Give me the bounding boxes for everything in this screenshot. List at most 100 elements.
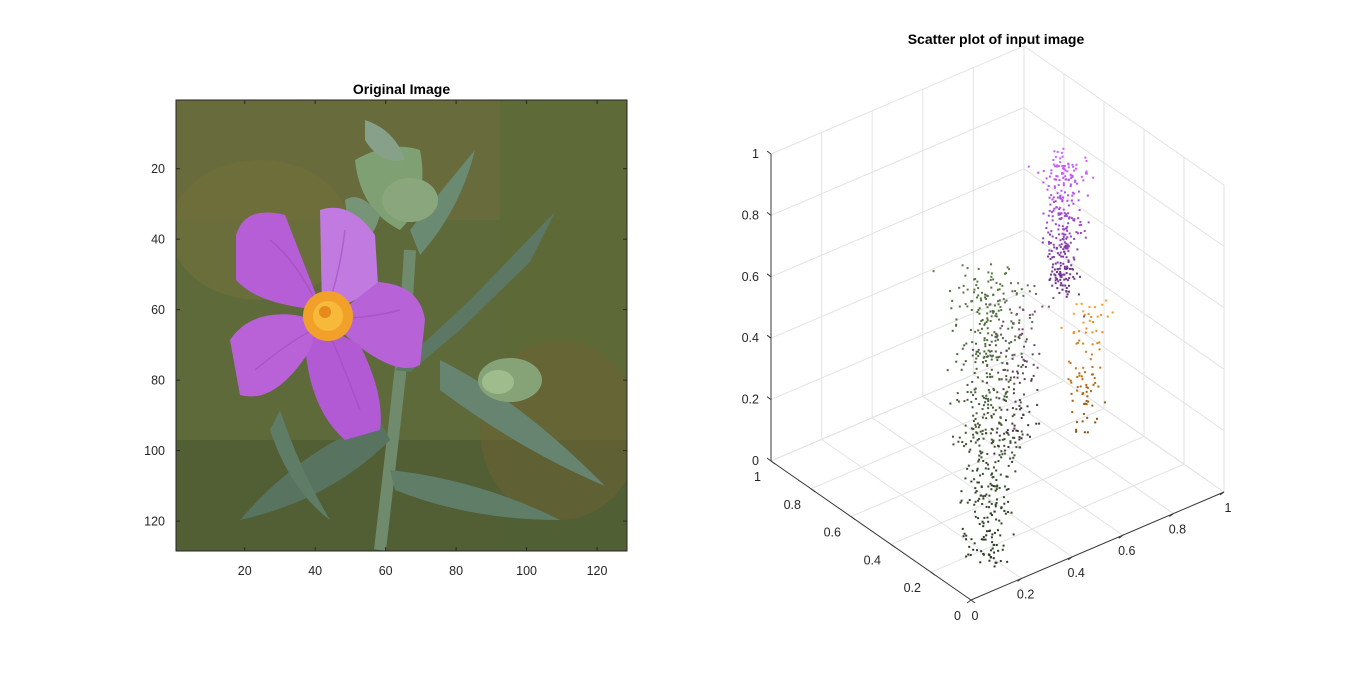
scatter-point: [1015, 408, 1018, 411]
scatter-point: [1046, 188, 1049, 191]
scatter-point: [1015, 429, 1018, 432]
scatter-point: [1106, 315, 1109, 318]
scatter-point: [1069, 173, 1072, 176]
scatter-point: [986, 381, 989, 384]
scatter-point: [1022, 393, 1025, 396]
scatter-point: [1030, 378, 1033, 381]
scatter-point: [1086, 416, 1089, 419]
scatter-point: [1014, 335, 1017, 338]
scatter-point: [1085, 386, 1088, 389]
scatter-point: [986, 411, 989, 414]
scatter-point: [973, 478, 976, 481]
scatter-point: [987, 553, 990, 556]
scatter-point: [1036, 366, 1039, 369]
scatter-point: [987, 403, 990, 406]
scatter-point: [1073, 237, 1076, 240]
scatter-point: [989, 310, 992, 313]
scatter-point: [970, 391, 973, 394]
scatter-point: [970, 480, 973, 483]
scatter-point: [1021, 332, 1024, 335]
scatter-point: [966, 383, 969, 386]
scatter-point: [1009, 441, 1012, 444]
scatter-point: [1083, 230, 1086, 233]
scatter-point: [1007, 500, 1010, 503]
scatter-point: [988, 344, 991, 347]
scatter-point: [1045, 177, 1048, 180]
scatter-point: [1052, 163, 1055, 166]
scatter-point: [1008, 308, 1011, 311]
scatter-point: [990, 484, 993, 487]
scatter-point: [985, 530, 988, 533]
scatter-point: [978, 307, 981, 310]
scatter-point: [990, 275, 993, 278]
scatter-point: [1066, 229, 1069, 232]
scatter-point: [972, 414, 975, 417]
scatter-point: [1002, 320, 1005, 323]
scatter-point: [1000, 506, 1003, 509]
scatter-point: [985, 534, 988, 537]
scatter-point: [1058, 291, 1061, 294]
scatter-point: [990, 488, 993, 491]
scatter-point: [985, 432, 988, 435]
scatter-point: [1054, 262, 1057, 265]
scatter-point: [996, 391, 999, 394]
scatter-point: [1018, 404, 1021, 407]
x-tick-label: 60: [379, 564, 393, 578]
scatter-point: [969, 554, 972, 557]
scatter-point: [1027, 424, 1030, 427]
scatter-point: [992, 413, 995, 416]
scatter-point: [963, 532, 966, 535]
scatter-point: [981, 395, 984, 398]
scatter-point: [1096, 315, 1099, 318]
y-axis-line: [770, 460, 972, 601]
scatter-point: [1018, 399, 1021, 402]
scatter-point: [977, 460, 980, 463]
scatter-point: [1058, 206, 1061, 209]
scatter-point: [1047, 214, 1050, 217]
scatter-point: [990, 473, 993, 476]
scatter-point: [1060, 326, 1063, 329]
scatter-point: [1016, 376, 1019, 379]
scatter-point: [966, 267, 969, 270]
scatter-point: [996, 427, 999, 430]
scatter-point: [1005, 431, 1008, 434]
scatter-point: [1077, 341, 1080, 344]
scatter-point: [1017, 364, 1020, 367]
scatter-point: [950, 307, 953, 310]
scatter-point: [990, 502, 993, 505]
scatter-point: [1011, 326, 1014, 329]
scatter-point: [1028, 314, 1031, 317]
scatter-point: [1028, 410, 1031, 413]
scatter-point: [1056, 252, 1059, 255]
scatter-point: [989, 432, 992, 435]
scatter-points: [932, 147, 1114, 568]
scatter-point: [1064, 252, 1067, 255]
scatter-point: [1011, 429, 1014, 432]
scatter-point: [986, 312, 989, 315]
scatter-point: [985, 372, 988, 375]
scatter-point: [1007, 445, 1010, 448]
scatter-point: [1053, 186, 1056, 189]
scatter-point: [981, 472, 984, 475]
scatter-point: [1065, 295, 1068, 298]
scatter-point: [971, 406, 974, 409]
scatter-point: [1056, 175, 1059, 178]
scatter-point: [1079, 220, 1082, 223]
scatter-point: [978, 322, 981, 325]
scatter-point: [982, 522, 985, 525]
scatter-point: [957, 400, 960, 403]
scatter-point: [1042, 212, 1045, 215]
scatter-point: [1013, 454, 1016, 457]
scatter-point: [1060, 276, 1063, 279]
scatter-point: [1054, 279, 1057, 282]
scatter-point: [977, 354, 980, 357]
scatter-point: [995, 485, 998, 488]
scatter-point: [1057, 213, 1060, 216]
scatter-point: [986, 317, 989, 320]
scatter-point: [1057, 165, 1060, 168]
scatter-point: [1048, 196, 1051, 199]
scatter-point: [978, 424, 981, 427]
scatter-axes: Scatter plot of input image 0 0.2 0.4 0.6 0.…: [742, 31, 1232, 623]
scatter-point: [1072, 312, 1075, 315]
scatter-point: [1055, 206, 1058, 209]
